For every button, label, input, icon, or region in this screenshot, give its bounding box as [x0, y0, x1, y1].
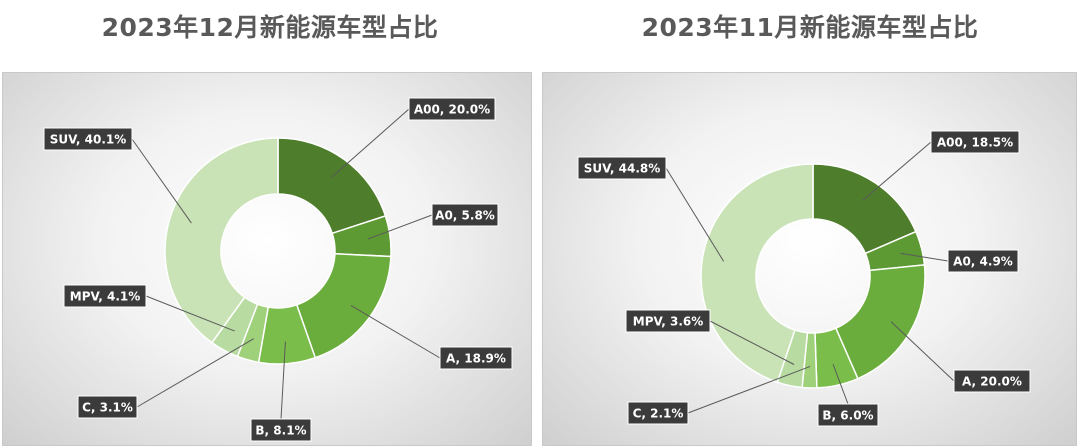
leader-line-b: [280, 341, 286, 420]
chart-title-december: 2023年12月新能源车型占比: [101, 13, 439, 42]
data-label-box: [817, 403, 879, 427]
leader-line-a: [350, 305, 441, 359]
slice-a: [295, 252, 392, 359]
data-label-box: [947, 249, 1019, 273]
leader-line-suv: [665, 167, 725, 262]
data-label-text: A00, 20.0%: [414, 103, 490, 117]
data-label-box: [43, 127, 133, 151]
data-label-c: C, 3.1%: [77, 395, 138, 419]
data-label-a: A, 18.9%: [439, 346, 513, 370]
data-label-box: [439, 346, 513, 370]
donut-chart-november: A00, 18.5% A0, 4.9% A, 20.0% B, 6.0% C, 2.1%…: [577, 130, 1031, 427]
leader-line-c: [136, 338, 254, 408]
chart-panel-december: A00, 20.0% A0, 5.8% A, 18.9% B, 8.1% C, 3.1%…: [2, 72, 532, 446]
data-label-a00: A00, 20.0%: [408, 97, 496, 121]
data-label-mpv: MPV, 3.6%: [625, 309, 711, 333]
data-label-text: C, 2.1%: [633, 407, 684, 421]
data-label-box: [431, 203, 499, 227]
slice-suv: [700, 163, 814, 384]
data-label-text: MPV, 4.1%: [70, 290, 141, 304]
data-label-b: B, 6.0%: [817, 403, 879, 427]
data-label-text: A, 18.9%: [446, 352, 506, 366]
donut-slices: [700, 163, 926, 389]
leader-line-a00: [862, 141, 932, 201]
data-label-box: [625, 309, 711, 333]
donut-chart-december: A00, 20.0% A0, 5.8% A, 18.9% B, 8.1% C, 3.1%…: [43, 97, 513, 442]
data-label-box: [627, 401, 689, 425]
leader-line-a: [890, 321, 955, 382]
donut-slices: [164, 137, 392, 365]
data-label-b: B, 8.1%: [250, 418, 312, 442]
data-label-mpv: MPV, 4.1%: [63, 284, 147, 308]
data-label-c: C, 2.1%: [627, 401, 689, 425]
data-label-a0: A0, 5.8%: [431, 203, 499, 227]
data-label-box: [577, 156, 667, 180]
data-label-a: A, 20.0%: [953, 369, 1031, 393]
leader-line-mpv: [145, 295, 235, 332]
leader-line-a0: [900, 252, 949, 262]
data-label-text: A0, 5.8%: [435, 209, 495, 223]
data-label-box: [408, 97, 496, 121]
data-label-a0: A0, 4.9%: [947, 249, 1019, 273]
data-label-text: SUV, 40.1%: [50, 133, 127, 147]
data-label-box: [953, 369, 1031, 393]
data-label-suv: SUV, 44.8%: [577, 156, 667, 180]
chart-title-november: 2023年11月新能源车型占比: [641, 13, 979, 42]
leader-line-b: [832, 364, 849, 405]
data-label-text: A00, 18.5%: [937, 136, 1013, 150]
leader-line-c: [687, 365, 811, 414]
data-label-text: SUV, 44.8%: [584, 162, 661, 176]
data-label-text: B, 8.1%: [255, 424, 306, 438]
data-label-box: [77, 395, 138, 419]
data-label-box: [930, 130, 1020, 154]
data-label-box: [63, 284, 147, 308]
data-label-text: MPV, 3.6%: [633, 315, 704, 329]
data-label-a00: A00, 18.5%: [930, 130, 1020, 154]
leader-line-a0: [368, 214, 433, 240]
leader-line-mpv: [709, 320, 795, 365]
data-label-box: [250, 418, 312, 442]
data-label-text: A, 20.0%: [962, 375, 1022, 389]
data-label-text: B, 6.0%: [822, 409, 873, 423]
data-label-text: A0, 4.9%: [953, 255, 1013, 269]
leader-line-a00: [331, 108, 410, 178]
data-label-text: C, 3.1%: [82, 401, 133, 415]
slice-a00: [277, 137, 387, 235]
data-label-suv: SUV, 40.1%: [43, 127, 133, 151]
leader-line-suv: [131, 138, 192, 224]
chart-panel-november: A00, 18.5% A0, 4.9% A, 20.0% B, 6.0% C, 2.1%…: [542, 72, 1077, 446]
slice-suv: [164, 137, 279, 344]
